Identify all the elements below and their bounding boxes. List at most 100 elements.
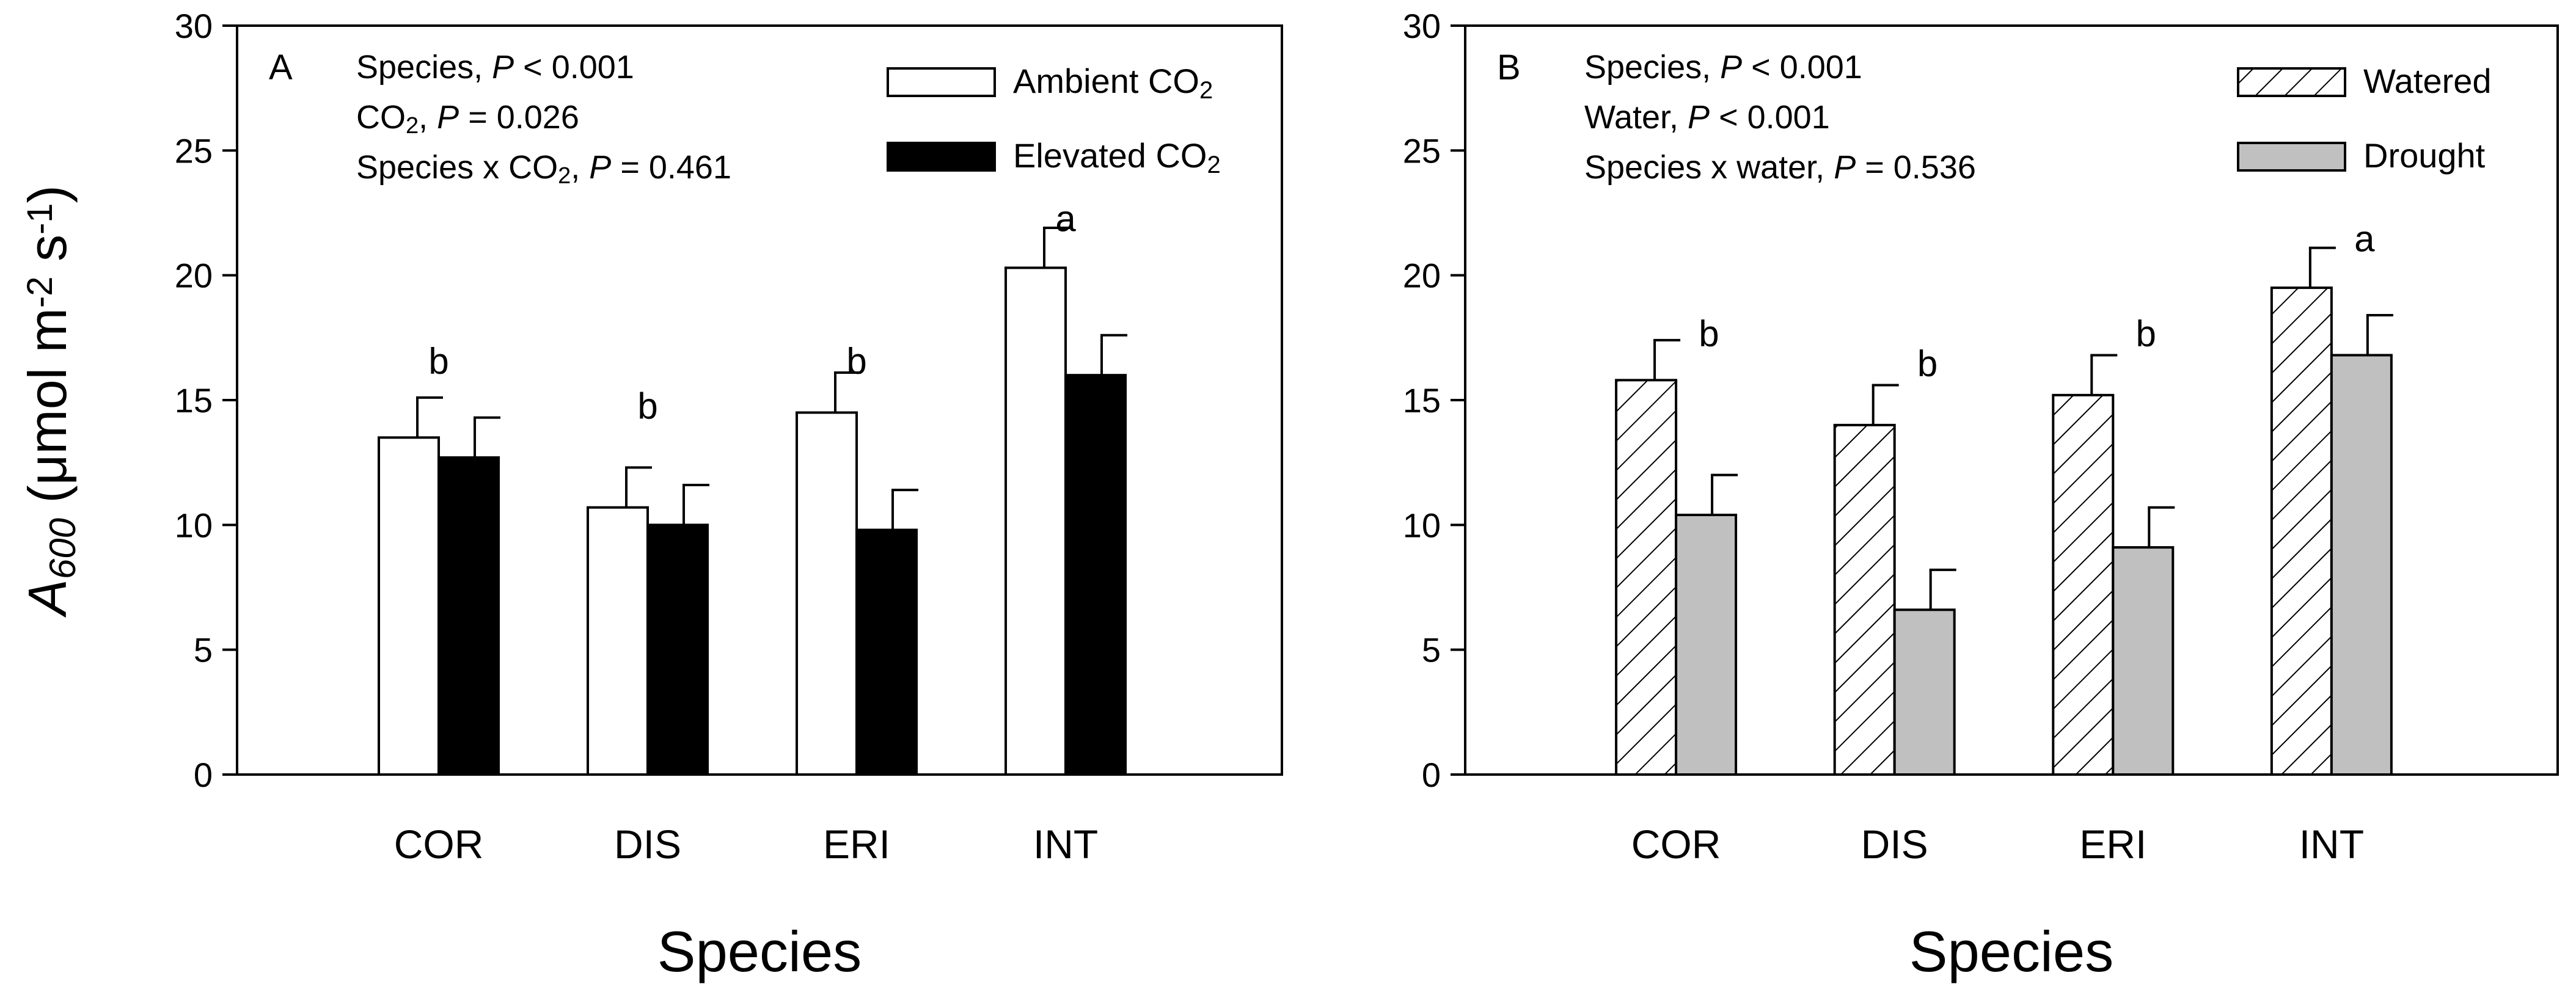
significance-letter: b [637,385,657,426]
y-tick-label: 25 [175,131,213,170]
bar-solid-eri [855,528,918,776]
bar-open-dis [587,506,649,776]
x-axis-label: Species [657,919,862,983]
bar-open-int [1004,266,1067,776]
x-tick-label-eri: ERI [823,822,890,867]
y-tick-label: 15 [175,381,213,420]
panel-label: B [1497,48,1521,87]
significance-letter: a [1055,199,1076,239]
bar-solid-dis [646,523,709,776]
stats-segment: P [1688,99,1710,136]
stats-segment: = 0.026 [459,99,579,136]
y-label-part: 600 [42,518,83,579]
bar-hatched-eri [2052,393,2115,776]
significance-letter: a [2354,218,2375,259]
x-tick-label-cor: COR [394,822,484,867]
legend-swatch-solid [887,142,996,172]
x-tick-label-dis: DIS [1861,822,1928,867]
stats-segment: Species x water, [1584,149,1834,186]
y-label-part: A [17,579,78,618]
stats-segment: 2 [558,163,571,189]
y-tick-label: 30 [1403,7,1441,45]
stats-line: Species, P < 0.001 [1584,49,1862,86]
x-tick-label-eri: ERI [2079,822,2146,867]
bar-solid-cor [437,456,500,776]
y-tick-label: 5 [1422,631,1441,669]
stats-line: Species, P < 0.001 [356,49,634,86]
y-label-part: -1 [20,203,60,235]
legend-swatch-hatched [2237,67,2346,97]
legend-text-sub: 2 [1207,151,1221,178]
stats-segment: P [589,149,611,186]
bar-gray-cor [1675,513,1738,776]
stats-segment: Species, [356,49,492,86]
x-tick-label-cor: COR [1631,822,1721,867]
y-tick-label: 30 [175,7,213,45]
stats-segment: P [492,49,514,86]
bar-hatched-dis [1833,423,1896,776]
legend-swatch-open [887,67,996,97]
significance-letter: b [1917,343,1937,384]
legend-label: Drought [2363,136,2486,175]
stats-segment: < 0.001 [514,49,634,86]
y-tick-label: 0 [194,756,213,794]
panel-b: 0 5 10 15 20 25 30 COR DIS ERI INT b b b a B Species, P … [1403,7,2559,983]
y-tick-label: 15 [1403,381,1441,420]
legend-text-sub: 2 [1199,77,1213,104]
bar-gray-eri [2112,546,2175,776]
stats-segment: Species, [1584,49,1720,86]
x-axis-label: Species [1909,919,2113,983]
stats-segment: P [1720,49,1742,86]
stats-segment: < 0.001 [1710,99,1830,136]
y-tick-label: 10 [175,506,213,544]
stats-segment: P [1834,149,1856,186]
stats-segment: = 0.536 [1856,149,1976,186]
legend-label: Elevated CO2 [1013,136,1221,178]
legend-label: Watered [2363,62,2492,100]
stats-segment: CO [356,99,406,136]
y-axis-label: A600 (μmol m-2 s-1) [17,185,83,618]
y-tick-label: 0 [1422,756,1441,794]
bar-solid-int [1064,374,1127,776]
stats-segment: < 0.001 [1742,49,1862,86]
significance-letter: b [2135,313,2156,354]
y-label-part: s [17,235,78,276]
bar-open-eri [796,411,858,776]
stats-segment: P [437,99,459,136]
bar-hatched-int [2270,286,2333,776]
significance-letter: b [846,341,866,382]
bar-hatched-cor [1615,379,1678,776]
significance-letter: b [1699,313,1719,354]
stats-segment: , [419,99,437,136]
y-tick-label: 5 [194,631,213,669]
significance-letter: b [428,341,448,382]
x-tick-label-int: INT [2299,822,2364,867]
legend-text-main: Ambient CO [1013,62,1199,100]
bar-gray-dis [1893,608,1956,776]
stats-segment: Water, [1584,99,1688,136]
legend-text-main: Elevated CO [1013,136,1207,175]
y-tick-label: 10 [1403,506,1441,544]
y-label-part: -2 [20,276,60,308]
stats-segment: 2 [406,113,419,139]
y-tick-label: 20 [1403,257,1441,295]
stats-segment: = 0.461 [611,149,731,186]
legend-label: Ambient CO2 [1013,62,1213,104]
stats-line: Water, P < 0.001 [1584,99,1830,136]
legend-text-main: Watered [2363,62,2492,100]
bar-gray-int [2330,354,2393,776]
stats-line: Species x water, P = 0.536 [1584,149,1976,186]
y-label-part: ) [17,185,78,203]
stats-line: Species x CO2, P = 0.461 [356,149,731,189]
y-tick-label: 20 [175,257,213,295]
stats-segment: Species x CO [356,149,558,186]
panel-a: 0 5 10 15 20 25 30 COR DIS ERI INT b b b a A Species, P … [17,7,1283,983]
x-tick-label-dis: DIS [614,822,681,867]
x-tick-label-int: INT [1033,822,1098,867]
stats-segment: , [571,149,589,186]
stats-line: CO2, P = 0.026 [356,99,579,139]
legend-text-main: Drought [2363,136,2486,175]
y-label-part: (μmol m [17,308,78,518]
y-tick-label: 25 [1403,131,1441,170]
